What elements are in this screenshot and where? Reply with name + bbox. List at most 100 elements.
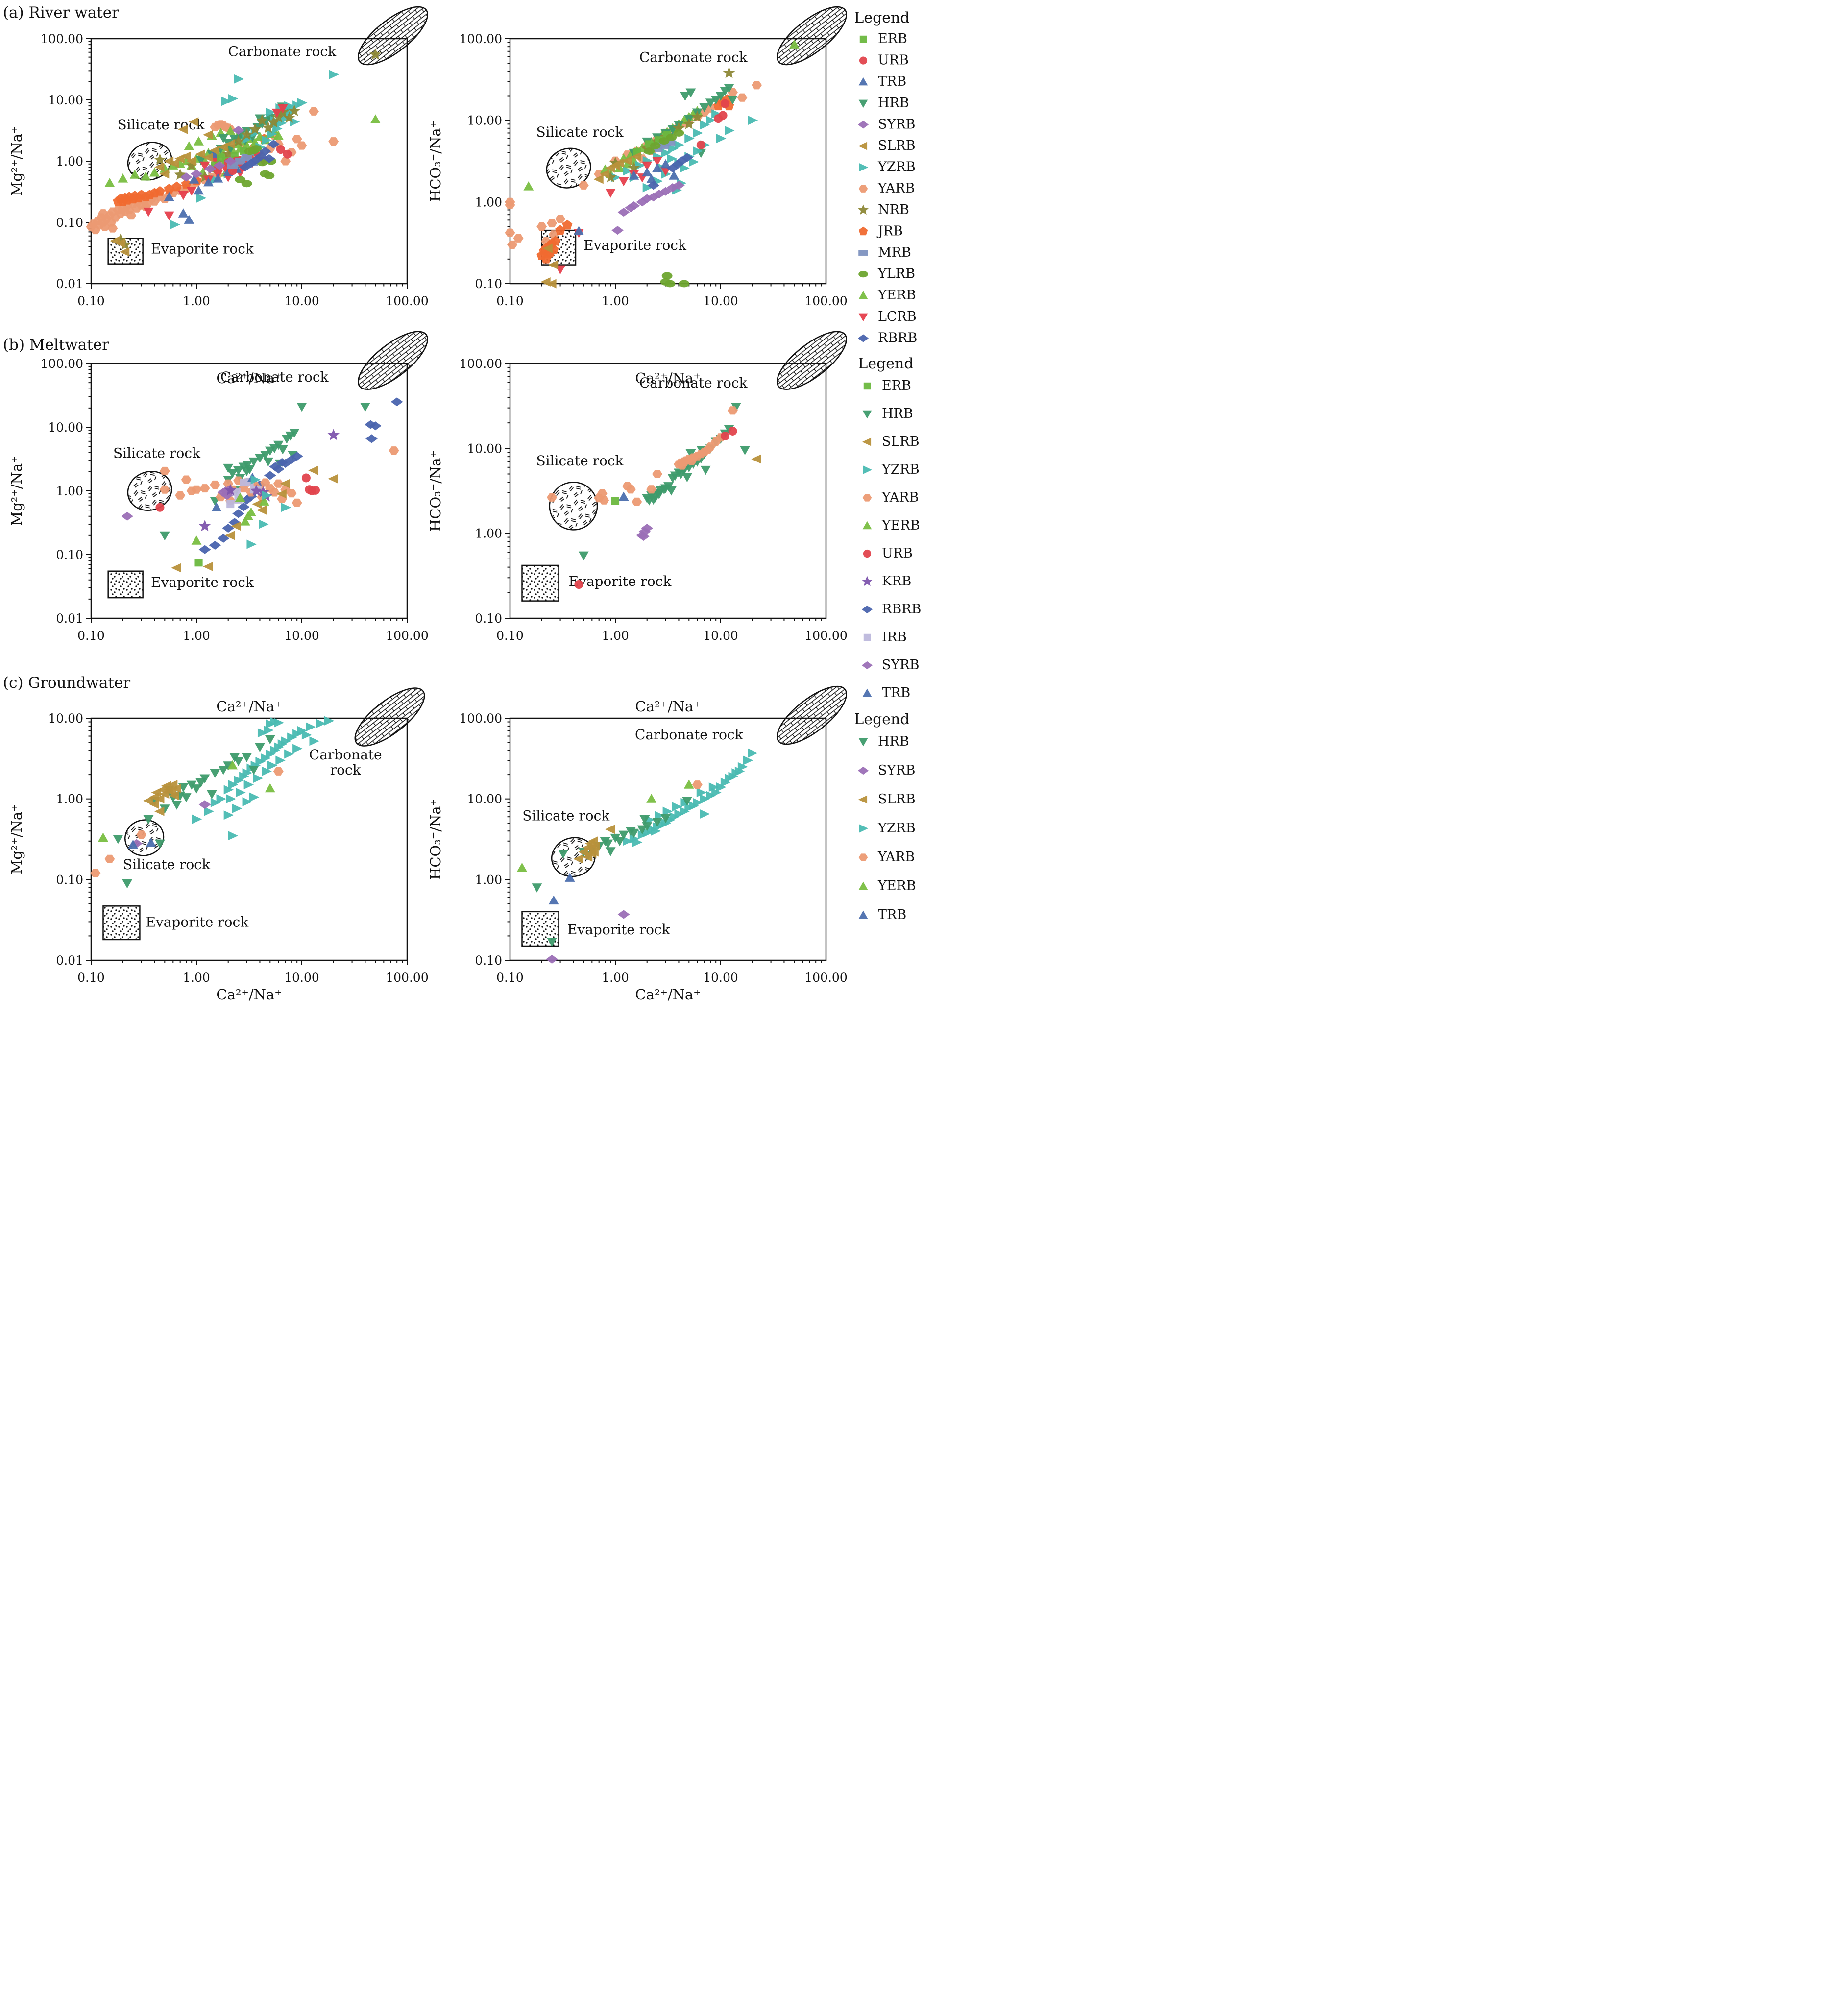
point-YARB [547, 493, 558, 502]
legend-label-YERB: YERB [877, 878, 916, 894]
legend-marker-RBRB [861, 605, 873, 614]
point-SLRB [171, 783, 181, 793]
legend-label-SLRB: SLRB [882, 434, 920, 449]
point-HRB [728, 96, 738, 105]
point-YARB [199, 484, 210, 493]
point-YZRB [668, 144, 679, 153]
legend-label-ERB: ERB [878, 31, 907, 47]
point-YARB [646, 485, 657, 494]
point-YERB [265, 783, 275, 793]
legend-item-NRB: NRB [858, 202, 909, 218]
legend-marker-SYRB [857, 121, 869, 129]
point-YZRB [684, 134, 695, 144]
point-HRB [603, 839, 613, 849]
x-tick-label: 10.00 [703, 971, 738, 985]
legend-marker-NRB [858, 204, 869, 215]
point-NRB [185, 159, 198, 171]
point-YZRB [700, 809, 710, 819]
legend-label-SLRB: SLRB [878, 792, 916, 807]
panel-title-a: (a) River water [3, 4, 119, 22]
point-HRB [699, 103, 710, 113]
silicate-label: Silicate rock [536, 453, 624, 469]
point-YZRB [243, 780, 254, 790]
point-HRB [547, 937, 558, 947]
evaporite-zone [102, 905, 141, 941]
point-SLRB [203, 130, 213, 140]
point-TRB [646, 174, 657, 183]
point-SLRB [328, 474, 338, 484]
point-HRB [122, 879, 133, 889]
point-RBRB [390, 397, 403, 407]
legend-marker-YZRB [859, 163, 869, 172]
axis-ticks [505, 363, 826, 623]
legend-label-MRB: MRB [878, 245, 911, 260]
point-SLRB [154, 162, 165, 172]
chart-b-left: Evaporite rock Silicate rock Carbonate roc… [8, 331, 429, 715]
point-RBRB [222, 524, 235, 533]
point-SYRB [130, 839, 143, 848]
point-SYRB [198, 800, 211, 809]
point-SYRB [180, 172, 193, 182]
evaporite-label: Evaporite rock [569, 573, 672, 589]
y-tick-label: 100.00 [41, 32, 83, 46]
point-YZRB [170, 220, 180, 230]
evaporite-zone [521, 564, 559, 602]
point-YARB [555, 215, 566, 223]
point-SLRB [231, 521, 241, 531]
point-JRB [562, 219, 573, 230]
point-KRB [224, 484, 237, 496]
point-YARB [737, 93, 748, 102]
point-RBRB [681, 153, 693, 162]
legend-label-SYRB: SYRB [878, 763, 916, 778]
legend-label-RBRB: RBRB [882, 602, 921, 617]
point-SLRB [546, 279, 557, 289]
point-SLRB [587, 836, 598, 846]
point-YZRB [672, 802, 682, 812]
point-SLRB [177, 124, 188, 134]
x-tick-label: 0.10 [496, 971, 524, 985]
point-KRB [327, 429, 340, 440]
point-YERB [235, 492, 245, 502]
plot-border [509, 717, 827, 961]
plot-border [90, 717, 408, 961]
legend-marker-TRB [858, 77, 868, 86]
legend-item-LCRB: LCRB [858, 309, 917, 324]
legend-label-ERB: ERB [882, 378, 911, 393]
point-YZRB [262, 135, 272, 145]
point-TRB [178, 208, 189, 218]
point-KRB [250, 485, 263, 496]
x-tick-label: 10.00 [703, 294, 738, 308]
point-SLRB [631, 152, 641, 162]
point-SYRB [637, 532, 650, 541]
point-YZRB [305, 722, 316, 732]
legend-item-TRB: TRB [858, 74, 906, 89]
point-HRB [705, 98, 716, 108]
point-SYRB [641, 194, 654, 203]
rock-zones: Evaporite rock Silicate rock Carbonate roc… [536, 6, 847, 266]
legend-item-URB: URB [863, 546, 913, 561]
point-HRB [242, 753, 252, 762]
legends-container: Legend ERB URB TRB HRB SYRB SLRB YZRB YARB NRB JRB… [0, 0, 924, 1008]
point-RBRB [267, 140, 280, 149]
point-YZRB [262, 766, 272, 776]
legend-title: Legend [854, 9, 909, 26]
point-HRB [233, 466, 244, 476]
point-YERB [683, 779, 694, 789]
axis-ticks [86, 363, 408, 623]
point-YARB [280, 157, 291, 166]
x-tick-label: 10.00 [284, 294, 319, 308]
point-YZRB [196, 193, 207, 203]
legend-marker-YLRB [858, 270, 868, 278]
point-TRB [203, 177, 214, 187]
point-SLRB [622, 156, 632, 166]
point-YERB [118, 173, 128, 183]
point-SLRB [154, 794, 165, 804]
point-YZRB [281, 736, 292, 746]
legend-label-YZRB: YZRB [877, 821, 916, 836]
point-TRB [669, 170, 680, 180]
point-LCRB [143, 207, 154, 217]
carbonate-label: Carbonate rock [639, 49, 748, 65]
point-SYRB [546, 954, 558, 964]
legend-label-KRB: KRB [882, 574, 911, 589]
y-axis-title: Mg²⁺/Na⁺ [8, 126, 25, 196]
